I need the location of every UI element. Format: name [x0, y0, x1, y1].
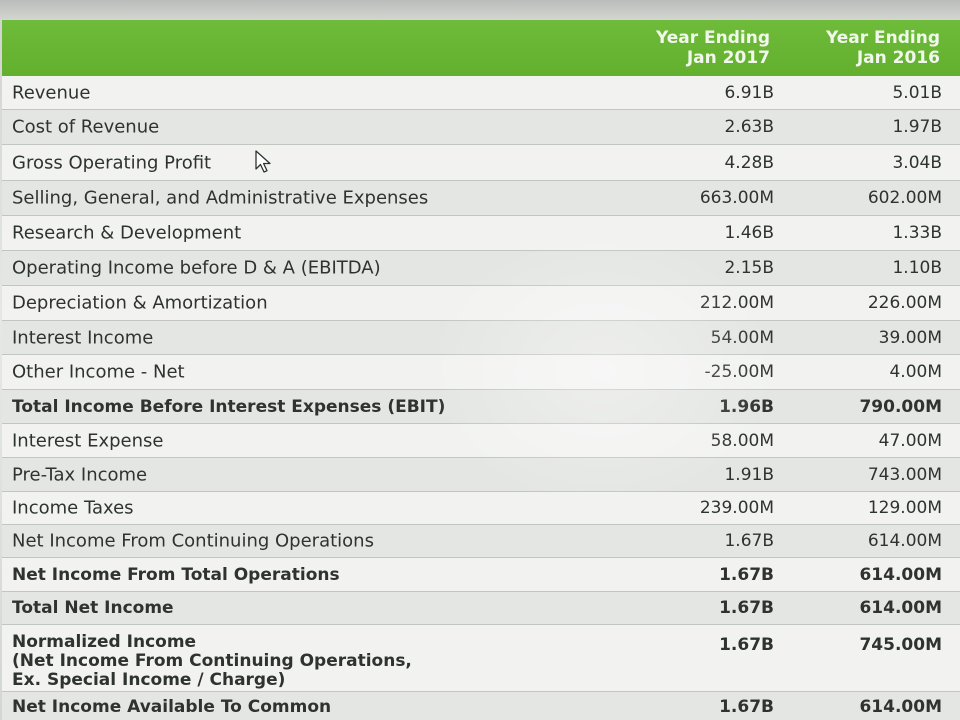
value-2016: 745.00M: [859, 635, 942, 655]
row-label: Net Income Available To Common: [12, 697, 332, 717]
income-statement-panel: Year Ending Jan 2017 Year Ending Jan 201…: [2, 20, 960, 720]
value-2016: 614.00M: [867, 531, 942, 551]
table-row: Depreciation & Amortization 212.00M 226.…: [2, 286, 960, 321]
monitor-bezel: [0, 0, 960, 22]
row-label: Other Income - Net: [12, 361, 185, 383]
value-2016: 5.01B: [892, 82, 942, 103]
row-label: Interest Income: [12, 327, 154, 348]
value-2017: 239.00M: [699, 498, 774, 518]
value-2017: 58.00M: [710, 430, 774, 451]
value-2017: -25.00M: [704, 362, 774, 382]
row-label: Revenue: [12, 82, 91, 103]
value-2017: 1.67B: [724, 531, 774, 551]
table-row: Operating Income before D & A (EBITDA) 2…: [2, 251, 960, 286]
table-row: Net Income From Total Operations 1.67B 6…: [2, 558, 960, 592]
value-2016: 39.00M: [878, 327, 942, 348]
table-row: Research & Development 1.46B 1.33B: [2, 216, 960, 251]
value-2016: 47.00M: [878, 430, 942, 451]
table-row: Interest Expense 58.00M 47.00M: [2, 424, 960, 458]
row-label: Net Income From Total Operations: [12, 564, 340, 585]
table-row: Selling, General, and Administrative Exp…: [2, 181, 960, 216]
column-header-line2: Jan 2017: [686, 48, 770, 68]
row-label: Cost of Revenue: [12, 116, 160, 138]
value-2016: 4.00M: [889, 362, 942, 382]
column-header-line1: Year Ending: [655, 28, 770, 48]
row-label: Total Net Income: [12, 598, 174, 618]
table-row: Gross Operating Profit 4.28B 3.04B: [2, 145, 960, 181]
table-row: Total Income Before Interest Expenses (E…: [2, 390, 960, 424]
value-2016: 614.00M: [859, 564, 942, 585]
value-2017: 663.00M: [699, 188, 774, 208]
value-2017: 6.91B: [724, 82, 774, 103]
mouse-pointer-icon: [255, 150, 271, 173]
table-row: Normalized Income (Net Income From Conti…: [2, 625, 960, 692]
row-label-line2: (Net Income From Continuing Operations,: [12, 651, 412, 671]
column-header-line1: Year Ending: [825, 28, 940, 48]
value-2017: 4.28B: [724, 152, 774, 173]
row-label-line1: Normalized Income: [12, 632, 197, 652]
value-2017: 1.46B: [724, 223, 774, 243]
value-2016: 614.00M: [859, 697, 942, 717]
value-2016: 129.00M: [867, 498, 942, 518]
value-2017: 1.67B: [719, 697, 774, 717]
value-2017: 1.96B: [719, 396, 774, 417]
value-2016: 1.10B: [892, 258, 942, 278]
table-row: Pre-Tax Income 1.91B 743.00M: [2, 458, 960, 492]
value-2017: 1.67B: [719, 598, 774, 618]
value-2016: 226.00M: [867, 293, 942, 313]
value-2016: 1.33B: [892, 223, 942, 243]
row-label: Depreciation & Amortization: [12, 292, 268, 314]
row-label: Normalized Income (Net Income From Conti…: [12, 633, 472, 690]
table-row: Interest Income 54.00M 39.00M: [2, 321, 960, 355]
value-2017: 1.67B: [719, 564, 774, 585]
value-2016: 743.00M: [867, 464, 942, 485]
value-2017: 1.67B: [719, 635, 774, 655]
row-label: Pre-Tax Income: [12, 464, 148, 485]
value-2017: 2.15B: [724, 258, 774, 278]
value-2017: 54.00M: [710, 327, 774, 348]
value-2017: 2.63B: [724, 117, 774, 137]
row-label: Net Income From Continuing Operations: [12, 530, 374, 552]
table-row: Revenue 6.91B 5.01B: [2, 76, 960, 110]
value-2016: 1.97B: [892, 117, 942, 137]
row-label: Total Income Before Interest Expenses (E…: [12, 396, 446, 417]
row-label: Selling, General, and Administrative Exp…: [12, 187, 429, 209]
table-row: Cost of Revenue 2.63B 1.97B: [2, 110, 960, 145]
column-header-line2: Jan 2016: [856, 48, 940, 68]
row-label: Interest Expense: [12, 430, 164, 451]
income-statement-rows: Revenue 6.91B 5.01B Cost of Revenue 2.63…: [2, 76, 960, 720]
column-header-jan-2016[interactable]: Year Ending Jan 2016: [780, 28, 940, 68]
table-row: Total Net Income 1.67B 614.00M: [2, 592, 960, 625]
value-2016: 3.04B: [892, 152, 942, 173]
row-label: Operating Income before D & A (EBITDA): [12, 257, 381, 279]
table-row: Income Taxes 239.00M 129.00M: [2, 492, 960, 525]
row-label: Research & Development: [12, 222, 242, 244]
table-header: Year Ending Jan 2017 Year Ending Jan 201…: [2, 20, 960, 76]
value-2016: 614.00M: [859, 598, 942, 618]
table-row: Other Income - Net -25.00M 4.00M: [2, 355, 960, 390]
value-2017: 1.91B: [724, 464, 774, 485]
value-2016: 602.00M: [867, 188, 942, 208]
row-label: Income Taxes: [12, 497, 134, 519]
row-label: Gross Operating Profit: [12, 152, 212, 173]
table-row: Net Income From Continuing Operations 1.…: [2, 525, 960, 558]
value-2017: 212.00M: [699, 293, 774, 313]
value-2016: 790.00M: [859, 396, 942, 417]
table-row: Net Income Available To Common 1.67B 614…: [2, 692, 960, 720]
row-label-line3: Ex. Special Income / Charge): [12, 670, 286, 690]
column-header-jan-2017[interactable]: Year Ending Jan 2017: [610, 28, 770, 68]
